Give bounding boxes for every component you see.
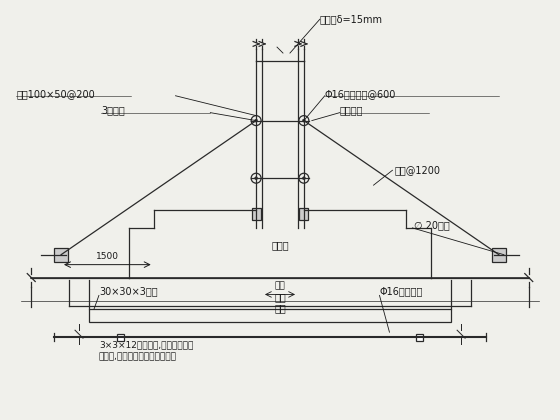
Bar	[117, 333, 124, 341]
Text: Φ16穿墙螺栓: Φ16穿墙螺栓	[380, 286, 423, 297]
Bar	[300, 208, 309, 220]
Bar	[89, 310, 451, 322]
Circle shape	[251, 173, 261, 183]
Bar	[54, 248, 68, 262]
Text: 木方100×50@200: 木方100×50@200	[16, 89, 95, 99]
Text: 可调游托: 可调游托	[340, 106, 363, 116]
Text: 基础梁: 基础梁	[271, 240, 289, 250]
Text: 地板: 地板	[274, 292, 286, 302]
Text: Φ16对拉螺栓@600: Φ16对拉螺栓@600	[325, 89, 396, 99]
Bar	[251, 208, 260, 220]
Bar	[416, 333, 423, 341]
Text: 30×30×3档片: 30×30×3档片	[99, 286, 157, 297]
Text: 1500: 1500	[96, 252, 119, 261]
Circle shape	[302, 177, 305, 180]
Circle shape	[251, 116, 261, 126]
Circle shape	[302, 119, 305, 122]
Text: 折模板,用膪脂水泥沙浆射实踏平: 折模板,用膪脂水泥沙浆射实踏平	[99, 352, 177, 361]
Circle shape	[299, 173, 309, 183]
Text: 墙厚: 墙厚	[274, 281, 286, 291]
Text: 斜攮@1200: 斜攮@1200	[394, 165, 440, 175]
Text: 3型扎件: 3型扎件	[101, 106, 125, 116]
Circle shape	[299, 116, 309, 126]
Circle shape	[255, 177, 258, 180]
Text: 3×3×12模板坠块,拆模后在光刷: 3×3×12模板坠块,拆模后在光刷	[99, 340, 193, 349]
Bar	[492, 248, 506, 262]
Circle shape	[255, 119, 258, 122]
Text: ∅ 20锁筋: ∅ 20锁筋	[414, 220, 450, 230]
Text: 底板: 底板	[274, 303, 286, 313]
Text: 多层板δ=15mm: 多层板δ=15mm	[320, 14, 383, 24]
